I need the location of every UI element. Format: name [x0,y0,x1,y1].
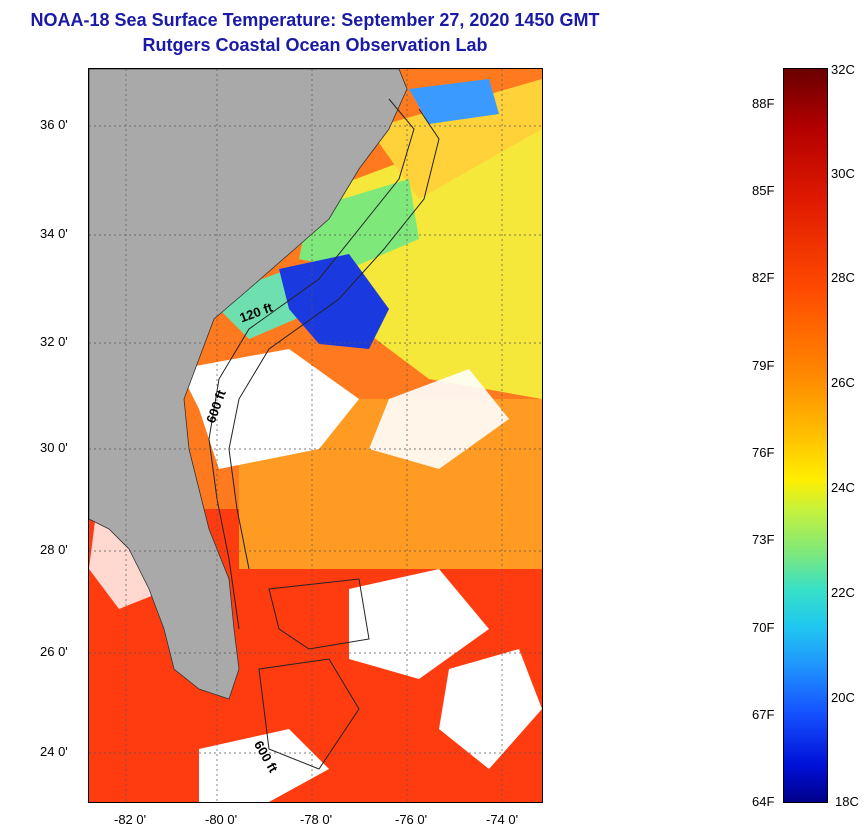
colorbar-f-73: 73F [752,532,775,547]
colorbar-f-70: 70F [752,620,775,635]
cloud-patch-5 [199,729,329,802]
green-coastal-water [299,179,419,269]
lat-label-28: 28 0' [40,542,68,557]
colorbar-c-28: 28C [831,270,855,285]
lon-label-78: -78 0' [300,812,333,827]
yellow-water [329,109,542,399]
land-mass [89,69,408,700]
map-title: NOAA-18 Sea Surface Temperature: Septemb… [30,10,600,30]
lat-label-36: 36 0' [40,117,68,132]
cloud-patch-3 [349,569,489,679]
graticule [89,69,542,802]
temperature-colorbar [783,68,828,803]
cloud-patch-2 [369,369,509,469]
lon-label-82: -82 0' [114,812,147,827]
colorbar-c-24: 24C [831,480,855,495]
lon-label-80: -80 0' [205,812,238,827]
colorbar-c-20: 20C [831,690,855,705]
lat-label-30: 30 0' [40,440,68,455]
sst-map-canvas [89,69,542,802]
lat-label-34: 34 0' [40,226,68,241]
lat-label-32: 32 0' [40,334,68,349]
map-subtitle: Rutgers Coastal Ocean Observation Lab [142,35,488,55]
colorbar-f-67: 67F [752,707,775,722]
colorbar-f-82: 82F [752,270,775,285]
contour-120ft [208,98,415,630]
colorbar-f-79: 79F [752,358,775,373]
colorbar-f-76: 76F [752,445,775,460]
cloud-patch-1 [179,349,359,469]
lon-label-74: -74 0' [486,812,519,827]
contour-600ft [228,108,440,570]
yellow-water-north [369,79,542,199]
colorbar-f-88: 88F [752,96,775,111]
colorbar-c-26: 26C [831,375,855,390]
colorbar-c-30: 30C [831,166,855,181]
bahamas-bank-2 [258,658,360,770]
bahamas-bank-1 [268,578,370,650]
lat-label-26: 26 0' [40,644,68,659]
colorbar-f-85: 85F [752,183,775,198]
cool-water-north [409,79,499,124]
colorbar-c-22: 22C [831,585,855,600]
lon-label-76: -76 0' [395,812,428,827]
cold-water-patch [279,254,389,349]
colorbar-c-18: 18C [835,794,859,809]
colorbar-f-64: 64F [752,794,775,809]
lat-label-24: 24 0' [40,744,68,759]
colorbar-c-32: 32C [831,62,855,77]
sst-map: 120 ft 600 ft 600 ft [88,68,543,803]
cloud-patch-4 [439,649,542,769]
